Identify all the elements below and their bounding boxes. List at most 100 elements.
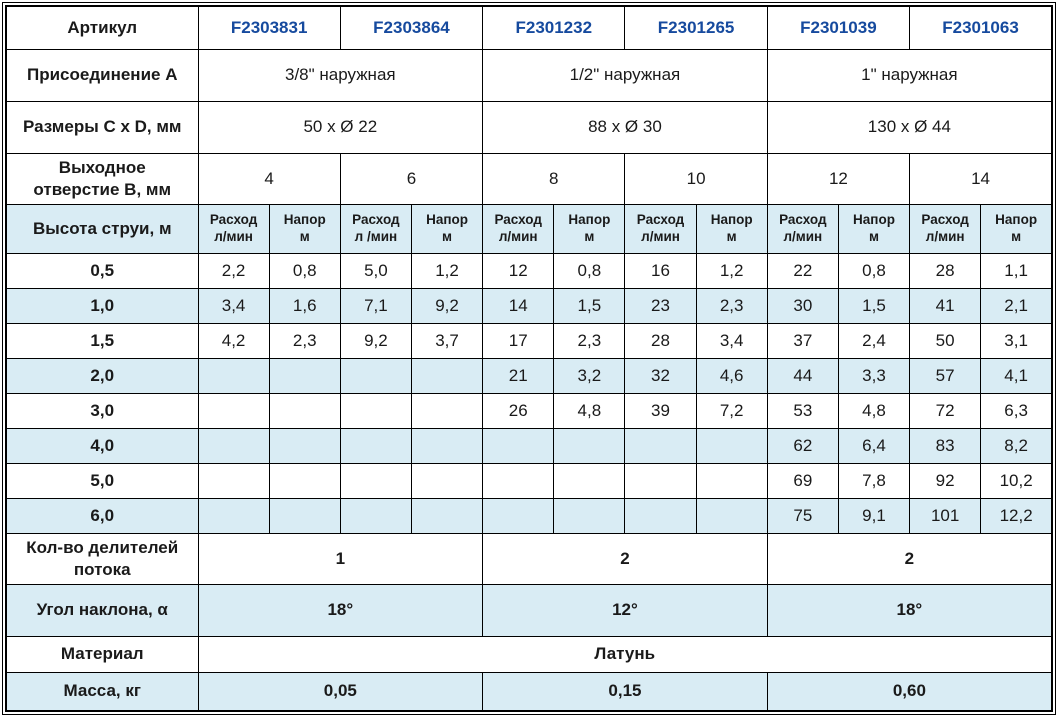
mass-row-label: Масса, кг <box>5 671 199 712</box>
data-cell: 5,0 <box>339 252 412 289</box>
data-cell: 72 <box>909 392 982 429</box>
table-row: 1,5 4,2 2,3 9,2 3,7 17 2,3 28 3,4 37 2,4… <box>5 322 1053 359</box>
outlet-row-label: Выходное отверстие B, мм <box>5 152 199 205</box>
table-row: 2,0 21 3,2 32 4,6 44 3,3 57 4,1 <box>5 357 1053 394</box>
data-cell: 32 <box>624 357 697 394</box>
data-cell <box>339 462 412 499</box>
subheader-cell: Расход л/мин <box>482 203 555 254</box>
data-cell <box>339 392 412 429</box>
material-row-label: Материал <box>5 635 199 673</box>
material-row: Материал Латунь <box>5 635 1053 673</box>
row-label: 1,0 <box>5 287 199 324</box>
connection-cell: 1" наружная <box>766 48 1053 102</box>
spec-table-frame: Артикул F2303831 F2303864 F2301232 F2301… <box>2 2 1056 715</box>
row-label: 4,0 <box>5 427 199 464</box>
data-cell: 75 <box>766 497 839 534</box>
outlet-cell: 6 <box>339 152 484 205</box>
subheader-cell: Напор м <box>268 203 341 254</box>
outlet-cell: 12 <box>766 152 911 205</box>
outlet-cell: 10 <box>624 152 768 205</box>
data-cell: 83 <box>909 427 982 464</box>
data-cell <box>268 462 341 499</box>
data-cell: 4,2 <box>197 322 270 359</box>
data-cell <box>553 497 626 534</box>
data-cell: 4,8 <box>837 392 911 429</box>
data-cell: 30 <box>766 287 839 324</box>
data-cell <box>482 497 555 534</box>
angle-cell: 12° <box>482 583 768 637</box>
article-cell: F2301232 <box>482 5 626 50</box>
data-cell: 1,2 <box>695 252 768 289</box>
dimensions-row-label: Размеры C x D, мм <box>5 100 199 154</box>
data-cell: 50 <box>909 322 982 359</box>
data-cell <box>268 427 341 464</box>
data-cell: 39 <box>624 392 697 429</box>
dividers-cell: 1 <box>197 532 484 585</box>
data-cell: 3,4 <box>695 322 768 359</box>
data-cell: 1,6 <box>268 287 341 324</box>
article-cell: F2301063 <box>909 5 1053 50</box>
data-cell: 3,2 <box>553 357 626 394</box>
mass-row: Масса, кг 0,05 0,15 0,60 <box>5 671 1053 712</box>
data-cell: 2,1 <box>980 287 1053 324</box>
data-cell <box>410 462 484 499</box>
connection-row-label: Присоединение A <box>5 48 199 102</box>
article-cell: F2303831 <box>197 5 341 50</box>
table-row: 4,0 62 6,4 83 8,2 <box>5 427 1053 464</box>
data-cell: 3,1 <box>980 322 1053 359</box>
data-cell: 3,3 <box>837 357 911 394</box>
subheader-cell: Напор м <box>553 203 626 254</box>
data-cell: 12 <box>482 252 555 289</box>
subheader-cell: Напор м <box>410 203 484 254</box>
data-cell <box>268 357 341 394</box>
data-cell <box>553 427 626 464</box>
data-cell: 9,2 <box>339 322 412 359</box>
subheader-cell: Напор м <box>695 203 768 254</box>
data-cell: 7,8 <box>837 462 911 499</box>
row-label: 5,0 <box>5 462 199 499</box>
data-cell: 1,2 <box>410 252 484 289</box>
article-cell: F2303864 <box>339 5 484 50</box>
data-cell: 28 <box>624 322 697 359</box>
data-cell: 1,1 <box>980 252 1053 289</box>
data-cell: 0,8 <box>268 252 341 289</box>
data-cell: 37 <box>766 322 839 359</box>
mass-cell: 0,15 <box>482 671 768 712</box>
data-cell: 1,5 <box>837 287 911 324</box>
row-label: 2,0 <box>5 357 199 394</box>
data-cell: 0,8 <box>837 252 911 289</box>
angle-cell: 18° <box>766 583 1053 637</box>
data-cell: 7,1 <box>339 287 412 324</box>
data-cell <box>339 427 412 464</box>
data-cell <box>624 462 697 499</box>
subheader-cell: Расход л/мин <box>766 203 839 254</box>
data-cell: 9,1 <box>837 497 911 534</box>
data-cell: 2,3 <box>695 287 768 324</box>
data-cell: 69 <box>766 462 839 499</box>
data-cell: 21 <box>482 357 555 394</box>
data-cell <box>410 497 484 534</box>
data-cell: 44 <box>766 357 839 394</box>
subheader-cell: Напор м <box>837 203 911 254</box>
data-cell <box>624 497 697 534</box>
article-row-label: Артикул <box>5 5 199 50</box>
data-cell: 53 <box>766 392 839 429</box>
data-cell <box>553 462 626 499</box>
data-cell: 17 <box>482 322 555 359</box>
data-cell: 14 <box>482 287 555 324</box>
dimension-cell: 130 x Ø 44 <box>766 100 1053 154</box>
row-label: 6,0 <box>5 497 199 534</box>
jet-header-label: Высота струи, м <box>5 203 199 254</box>
data-cell <box>695 427 768 464</box>
data-cell: 92 <box>909 462 982 499</box>
subheader-cell: Напор м <box>980 203 1053 254</box>
data-cell <box>695 462 768 499</box>
dividers-cell: 2 <box>766 532 1053 585</box>
table-row: 1,0 3,4 1,6 7,1 9,2 14 1,5 23 2,3 30 1,5… <box>5 287 1053 324</box>
data-cell <box>197 497 270 534</box>
data-cell <box>268 497 341 534</box>
subheader-cell: Расход л/мин <box>624 203 697 254</box>
dividers-row-label: Кол-во делителей потока <box>5 532 199 585</box>
table-row: 0,5 2,2 0,8 5,0 1,2 12 0,8 16 1,2 22 0,8… <box>5 252 1053 289</box>
data-cell: 0,8 <box>553 252 626 289</box>
